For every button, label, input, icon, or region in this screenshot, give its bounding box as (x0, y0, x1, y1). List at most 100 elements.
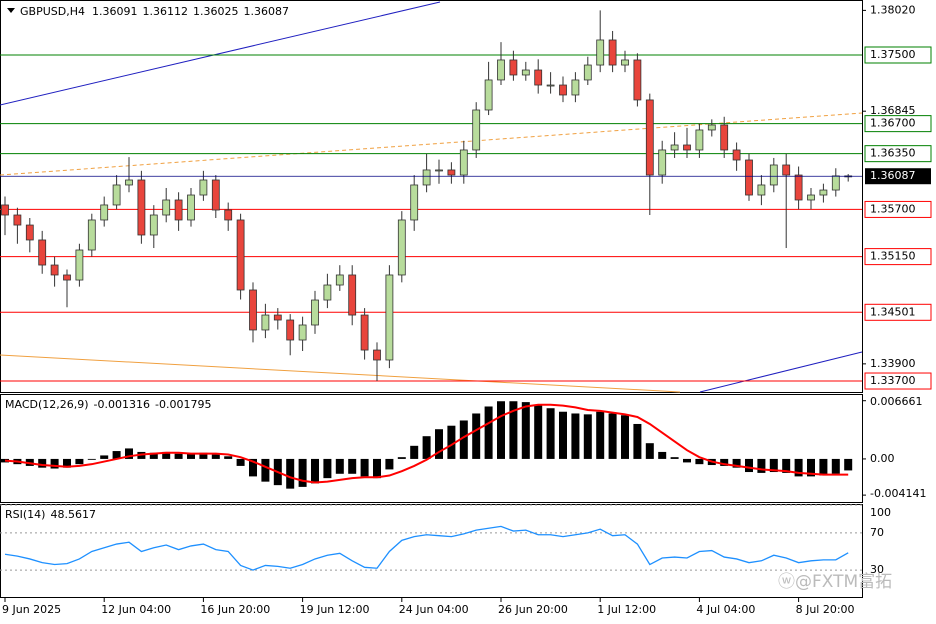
macd-bar (571, 413, 580, 459)
macd-bar (100, 455, 109, 459)
last-price-box (865, 168, 931, 185)
candle-body (695, 129, 704, 151)
candle-body (311, 299, 319, 326)
level-label-box (864, 248, 932, 266)
macd-bar (583, 414, 592, 459)
candle-body (472, 109, 481, 151)
macd-bar (249, 458, 257, 477)
macd-bar (50, 458, 59, 469)
macd-bar (683, 458, 691, 463)
candle-body (38, 239, 47, 266)
macd-bar (410, 445, 419, 459)
candle-body (373, 349, 381, 361)
macd-name: MACD(12,26,9) (5, 398, 89, 411)
high: 1.36112 (142, 5, 188, 18)
candle-body (621, 59, 629, 66)
y-tick-label: 0.006661 (870, 395, 923, 408)
macd-bar (794, 458, 803, 477)
macd-bar (422, 436, 431, 459)
last-price-label: 1.36087 (870, 169, 916, 182)
macd-bar (559, 411, 567, 459)
x-tick-label: 9 Jun 2025 (2, 603, 61, 616)
y-tick-label: 1.38020 (870, 3, 916, 16)
macd-bar (769, 458, 778, 473)
x-tick-label: 8 Jul 20:00 (796, 603, 855, 616)
rsi-value: 48.5617 (50, 508, 96, 521)
y-tick-label: -0.004141 (870, 487, 926, 500)
macd-bar (658, 451, 667, 459)
trend-line (699, 351, 863, 393)
macd-bar (757, 458, 766, 473)
macd-bar (844, 458, 853, 471)
candle-body (261, 314, 270, 331)
candle-body (199, 179, 208, 196)
level-label-box (864, 303, 932, 321)
candle-body (348, 274, 357, 316)
macd-bar (720, 458, 729, 466)
candle-body (571, 79, 580, 96)
macd-bar (608, 413, 617, 459)
chart-header: GBPUSD,H4 1.36091 1.36112 1.36025 1.36087 (20, 5, 289, 18)
candle-body (534, 69, 543, 86)
macd-bar (112, 451, 121, 459)
candle-body (497, 59, 505, 81)
macd-bar (174, 453, 183, 459)
candle-body (435, 169, 443, 172)
candle-body (484, 79, 493, 111)
candle-body (360, 314, 369, 351)
candle-body (224, 209, 233, 221)
macd-bar (645, 443, 654, 459)
candle-body (249, 289, 257, 331)
candle-body (745, 159, 753, 196)
candle-body (125, 179, 133, 186)
macd-bar (211, 454, 220, 459)
candle-body (286, 319, 295, 341)
macd-bar (199, 452, 208, 459)
candle-body (100, 204, 109, 221)
macd-bar (397, 457, 406, 459)
candle-body (63, 274, 71, 281)
candle-body (323, 284, 332, 301)
level-label: 1.33700 (870, 374, 916, 387)
trend-line (0, 354, 681, 393)
rsi-pane-frame (0, 504, 863, 598)
trend-line (0, 1, 441, 106)
macd-bar (447, 425, 456, 459)
macd-bar (187, 453, 195, 459)
level-label: 1.34501 (870, 305, 916, 318)
macd-bar (472, 413, 481, 459)
macd-bar (149, 452, 158, 459)
macd-bar (335, 458, 344, 474)
x-tick-label: 12 Jun 04:00 (101, 603, 171, 616)
candle-body (794, 174, 803, 201)
candle-body (137, 179, 146, 236)
candle-body (658, 149, 667, 176)
x-tick-label: 24 Jun 04:00 (399, 603, 469, 616)
level-label: 1.37500 (870, 48, 916, 61)
signal-value: -0.001795 (155, 398, 211, 411)
y-tick-label: 0.00 (870, 452, 895, 465)
macd-bar (87, 458, 96, 460)
macd-bar (621, 415, 629, 459)
macd-bar (695, 458, 704, 465)
y-tick-label: 100 (870, 506, 891, 519)
macd-bar (162, 451, 171, 459)
candle-body (1, 204, 9, 216)
y-tick-label: 1.33900 (870, 357, 916, 370)
menu-triangle[interactable] (7, 8, 15, 13)
level-label: 1.36350 (870, 147, 916, 160)
watermark: ⓦ@FXTM富拓 (778, 572, 892, 592)
candle-body (807, 194, 815, 201)
candle-body (782, 164, 791, 176)
level-label-box (864, 372, 932, 390)
candle-body (683, 144, 691, 151)
candle-body (174, 199, 183, 221)
macd-bar (596, 411, 605, 459)
candle-body (447, 169, 456, 176)
x-tick-label: 4 Jul 04:00 (696, 603, 755, 616)
candle-body (720, 124, 729, 151)
macd-bar (224, 456, 233, 459)
macd-bar (261, 458, 270, 482)
macd-pane-frame (0, 394, 863, 503)
